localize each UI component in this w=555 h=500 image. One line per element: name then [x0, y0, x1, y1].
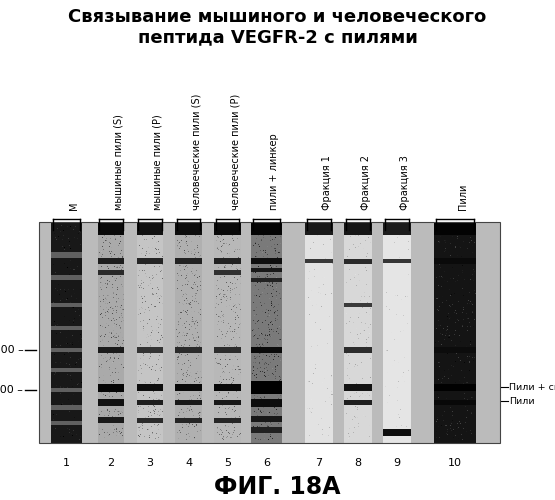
Bar [214, 270, 241, 275]
Bar [434, 400, 476, 405]
Bar [344, 384, 372, 391]
Bar [175, 384, 202, 391]
Bar [344, 222, 372, 442]
Bar [251, 416, 281, 422]
Bar [214, 222, 241, 234]
Text: 5: 5 [224, 458, 231, 468]
Text: Связывание мышиного и человеческого: Связывание мышиного и человеческого [68, 8, 487, 26]
Text: человеческие пили (S): человеческие пили (S) [191, 94, 201, 210]
Text: 1: 1 [63, 458, 70, 468]
Bar [137, 258, 163, 264]
Bar [214, 347, 241, 353]
Bar [214, 400, 241, 405]
Bar [214, 418, 241, 422]
Bar [137, 222, 163, 234]
Text: мышиные пили (S): мышиные пили (S) [114, 114, 124, 210]
Bar [51, 388, 82, 392]
Text: Фракция 2: Фракция 2 [361, 155, 371, 210]
Bar [214, 222, 241, 442]
Bar [434, 222, 476, 234]
Bar [383, 222, 411, 442]
Text: 3: 3 [147, 458, 153, 468]
Text: Фракция 1: Фракция 1 [322, 155, 332, 210]
Text: 9: 9 [393, 458, 400, 468]
Bar [98, 270, 124, 275]
Bar [214, 384, 241, 391]
Text: 20.000 –: 20.000 – [0, 385, 23, 395]
Bar [39, 222, 500, 442]
Bar [137, 418, 163, 422]
Bar [383, 222, 411, 234]
Bar [51, 420, 82, 424]
Bar [305, 259, 333, 263]
Text: пептида VEGFR-2 с пилями: пептида VEGFR-2 с пилями [138, 28, 417, 46]
Text: Пили: Пили [458, 184, 468, 210]
Text: 2: 2 [108, 458, 114, 468]
Bar [434, 222, 476, 442]
Bar [175, 222, 202, 442]
Text: 36.000 –: 36.000 – [0, 345, 23, 355]
Bar [305, 222, 333, 234]
Bar [137, 347, 163, 353]
Bar [344, 302, 372, 307]
Text: мышиные пили (P): мышиные пили (P) [153, 114, 163, 210]
Text: Пили: Пили [509, 396, 535, 406]
Bar [51, 302, 82, 307]
Bar [344, 400, 372, 405]
Bar [175, 258, 202, 264]
Bar [51, 326, 82, 330]
Bar [175, 400, 202, 405]
Bar [98, 347, 124, 353]
Bar [251, 222, 281, 234]
Bar [344, 347, 372, 353]
Text: пили + линкер: пили + линкер [269, 133, 279, 210]
Bar [137, 400, 163, 405]
Bar [251, 427, 281, 432]
Text: Фракция 3: Фракция 3 [400, 155, 410, 210]
Text: M: M [69, 202, 79, 210]
Bar [98, 384, 124, 392]
Bar [251, 268, 281, 272]
Bar [175, 418, 202, 422]
Bar [251, 347, 281, 353]
Bar [51, 252, 82, 258]
Text: Пили + связанный пептид: Пили + связанный пептид [509, 382, 555, 392]
Bar [344, 222, 372, 234]
Bar [98, 222, 124, 442]
Bar [39, 222, 500, 442]
Bar [344, 258, 372, 264]
Bar [251, 258, 281, 264]
Bar [137, 222, 163, 442]
Bar [98, 417, 124, 423]
Bar [251, 222, 281, 442]
Text: человеческие пили (P): человеческие пили (P) [230, 94, 240, 210]
Bar [98, 222, 124, 234]
Text: 6: 6 [263, 458, 270, 468]
Text: 7: 7 [316, 458, 322, 468]
Bar [214, 258, 241, 264]
Bar [383, 429, 411, 436]
Bar [434, 347, 476, 353]
Bar [51, 275, 82, 280]
Bar [383, 259, 411, 263]
Bar [434, 384, 476, 391]
Bar [434, 258, 476, 264]
Bar [51, 405, 82, 410]
Bar [51, 222, 82, 442]
Bar [251, 278, 281, 282]
Bar [137, 384, 163, 391]
Bar [251, 398, 281, 406]
Text: 10: 10 [448, 458, 462, 468]
Text: ФИГ. 18А: ФИГ. 18А [214, 476, 341, 500]
Bar [175, 222, 202, 234]
Text: 4: 4 [185, 458, 192, 468]
Bar [98, 258, 124, 264]
Bar [175, 347, 202, 353]
Text: 8: 8 [355, 458, 361, 468]
Bar [51, 348, 82, 352]
Bar [98, 399, 124, 406]
Bar [251, 381, 281, 394]
Bar [51, 368, 82, 372]
Bar [305, 222, 333, 442]
